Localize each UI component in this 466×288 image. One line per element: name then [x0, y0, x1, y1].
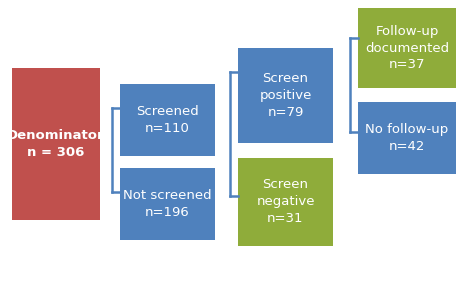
Bar: [358, 102, 456, 174]
Bar: [238, 48, 333, 143]
Text: Denominator
n = 306: Denominator n = 306: [7, 129, 105, 159]
Bar: [12, 68, 100, 220]
Bar: [120, 168, 215, 240]
Text: Screen
positive
n=79: Screen positive n=79: [259, 72, 312, 119]
Bar: [120, 84, 215, 156]
Bar: [238, 158, 333, 246]
Text: Screen
negative
n=31: Screen negative n=31: [256, 179, 315, 226]
Text: Follow-up
documented
n=37: Follow-up documented n=37: [365, 24, 449, 71]
Text: No follow-up
n=42: No follow-up n=42: [365, 123, 449, 153]
Bar: [358, 8, 456, 88]
Text: Not screened
n=196: Not screened n=196: [123, 189, 212, 219]
Text: Screened
n=110: Screened n=110: [136, 105, 199, 135]
